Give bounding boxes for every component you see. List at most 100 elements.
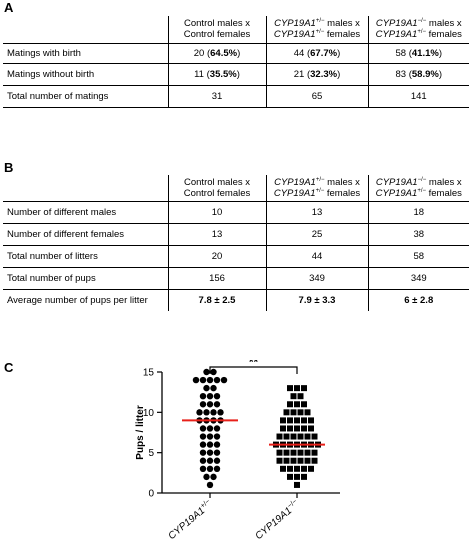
table-a-header-ko: CYP19A1−/− males x CYP19A1+/− females bbox=[367, 16, 469, 44]
data-point-het bbox=[199, 449, 207, 456]
data-point-het bbox=[203, 409, 210, 416]
y-tick-label: 10 bbox=[143, 408, 155, 419]
data-point-ko bbox=[280, 417, 286, 424]
data-point-het bbox=[206, 441, 214, 448]
table-cell: 18 bbox=[367, 200, 469, 224]
data-point-ko bbox=[287, 401, 293, 408]
table-row: Number of different males 10 13 18 bbox=[3, 200, 469, 224]
table-cell: 349 bbox=[265, 266, 369, 290]
data-point-ko bbox=[304, 433, 311, 440]
data-point-ko bbox=[294, 465, 300, 472]
data-point-het bbox=[206, 376, 214, 384]
data-point-ko bbox=[287, 417, 293, 424]
table-cell: 38 bbox=[367, 222, 469, 246]
data-point-ko bbox=[308, 425, 314, 432]
table-row: Average number of pups per litter 7.8 ± … bbox=[3, 288, 469, 311]
panel-c-label: C bbox=[4, 360, 14, 375]
table-cell: 21 (32.3%) bbox=[265, 62, 369, 86]
data-point-ko bbox=[290, 433, 297, 440]
y-tick-label: 5 bbox=[148, 448, 154, 459]
table-cell: 6 ± 2.8 bbox=[367, 288, 469, 311]
data-point-ko bbox=[294, 385, 300, 392]
data-point-het bbox=[203, 368, 210, 376]
table-cell: 83 (58.9%) bbox=[367, 62, 469, 86]
row-label: Number of different males bbox=[3, 200, 169, 224]
table-row: Matings with birth 20 (64.5%) 44 (67.7%)… bbox=[3, 42, 469, 64]
data-point-het bbox=[203, 384, 210, 392]
table-cell: 65 bbox=[265, 84, 369, 108]
data-point-het bbox=[206, 457, 214, 464]
row-label: Total number of matings bbox=[3, 84, 169, 108]
data-point-het bbox=[217, 409, 224, 416]
data-point-het bbox=[206, 401, 214, 408]
table-row: Total number of matings 31 65 141 bbox=[3, 84, 469, 108]
row-label: Total number of litters bbox=[3, 244, 169, 268]
data-point-het bbox=[210, 409, 217, 416]
data-point-ko bbox=[276, 449, 283, 456]
data-point-het bbox=[213, 376, 221, 384]
data-point-het bbox=[213, 425, 221, 432]
table-cell: 20 (64.5%) bbox=[167, 42, 267, 64]
data-point-het bbox=[199, 457, 207, 464]
table-b-corner bbox=[3, 175, 169, 202]
data-point-ko bbox=[301, 473, 307, 480]
table-cell: 44 (67.7%) bbox=[265, 42, 369, 64]
table-a-header-het: CYP19A1+/− males x CYP19A1+/− females bbox=[265, 16, 369, 44]
data-point-ko bbox=[290, 393, 297, 400]
data-point-ko bbox=[287, 473, 293, 480]
data-point-het bbox=[192, 376, 200, 384]
data-point-ko bbox=[276, 457, 283, 464]
panel-b-label: B bbox=[4, 160, 14, 175]
table-cell: 13 bbox=[265, 200, 369, 224]
data-point-ko bbox=[287, 465, 293, 472]
data-point-ko bbox=[301, 401, 307, 408]
significance-stars: ** bbox=[249, 360, 259, 369]
data-point-ko bbox=[311, 433, 318, 440]
table-b-header-ko: CYP19A1−/− males x CYP19A1+/− females bbox=[367, 175, 469, 202]
data-point-ko bbox=[301, 465, 307, 472]
panel-a-label: A bbox=[4, 0, 14, 15]
data-point-ko bbox=[280, 425, 286, 432]
table-cell: 58 (41.1%) bbox=[367, 42, 469, 64]
matings-table: Control males x Control females CYP19A1+/… bbox=[3, 16, 469, 108]
data-point-het bbox=[213, 465, 221, 472]
significance-bracket bbox=[209, 366, 298, 374]
table-cell: 25 bbox=[265, 222, 369, 246]
data-point-het bbox=[210, 384, 217, 392]
litters-table: Control males x Control females CYP19A1+/… bbox=[3, 175, 469, 311]
data-point-het bbox=[210, 368, 217, 376]
table-cell: 10 bbox=[167, 200, 267, 224]
data-point-ko bbox=[301, 417, 307, 424]
data-point-ko bbox=[304, 457, 311, 464]
y-tick-label: 15 bbox=[143, 368, 155, 379]
data-point-het bbox=[213, 433, 221, 440]
table-b-header-het: CYP19A1+/− males x CYP19A1+/− females bbox=[265, 175, 369, 202]
data-point-het bbox=[210, 473, 217, 481]
table-a-corner bbox=[3, 16, 169, 44]
data-point-het bbox=[196, 409, 203, 416]
table-cell: 13 bbox=[167, 222, 267, 246]
data-point-ko bbox=[304, 409, 311, 416]
x-tick-label: CYP19A1−/− bbox=[253, 498, 302, 542]
table-cell: 141 bbox=[367, 84, 469, 108]
table-cell: 7.8 ± 2.5 bbox=[167, 288, 267, 311]
table-row: Total number of pups 156 349 349 bbox=[3, 266, 469, 290]
data-point-het bbox=[206, 393, 214, 400]
data-point-ko bbox=[294, 425, 300, 432]
table-cell: 11 (35.5%) bbox=[167, 62, 267, 86]
row-label: Average number of pups per litter bbox=[3, 288, 169, 311]
table-cell: 156 bbox=[167, 266, 267, 290]
data-point-het bbox=[213, 401, 221, 408]
data-point-ko bbox=[280, 465, 286, 472]
data-point-ko bbox=[297, 409, 304, 416]
data-point-het bbox=[199, 425, 207, 432]
data-point-ko bbox=[283, 433, 290, 440]
data-point-ko bbox=[294, 473, 300, 480]
data-point-ko bbox=[304, 449, 311, 456]
data-point-ko bbox=[294, 401, 300, 408]
data-point-ko bbox=[297, 393, 304, 400]
data-point-het bbox=[213, 441, 221, 448]
table-cell: 20 bbox=[167, 244, 267, 268]
data-point-ko bbox=[283, 409, 290, 416]
